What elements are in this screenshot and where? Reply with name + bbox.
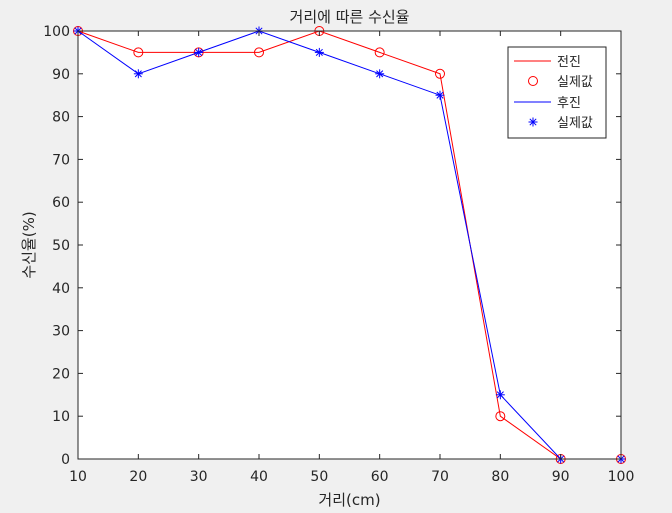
series-line-0	[77, 30, 621, 460]
legend-marker-forward	[528, 76, 538, 86]
x-tick-label: 90	[552, 469, 570, 485]
y-tick-label: 100	[43, 24, 70, 40]
legend: 전진 실제값 후진 실제값	[507, 46, 607, 139]
x-tick-label: 20	[129, 469, 147, 485]
y-tick-label: 30	[52, 324, 70, 340]
legend-marker-backward	[528, 117, 538, 127]
legend-star-shape	[528, 117, 538, 127]
y-tick-label: 70	[52, 152, 70, 168]
y-tick-label: 40	[52, 281, 70, 297]
chart-title: 거리에 따른 수신율	[290, 8, 410, 26]
x-tick-label: 60	[371, 469, 389, 485]
y-tick-label: 0	[61, 452, 70, 468]
x-tick-label: 50	[310, 469, 328, 485]
data-point-1	[314, 47, 324, 57]
x-tick-label: 40	[250, 469, 268, 485]
y-tick-label: 80	[52, 110, 70, 126]
legend-label-forward: 전진	[557, 55, 581, 70]
legend-box	[507, 46, 607, 139]
y-axis-ticks: 0 10 20 30 40 50 60 70 80 90 100	[43, 24, 621, 468]
series-line-1	[77, 30, 621, 460]
data-point-1	[495, 390, 505, 400]
data-point-0	[435, 68, 445, 79]
legend-label-backward: 후진	[557, 96, 581, 111]
x-axis-label: 거리(cm)	[318, 491, 380, 509]
y-tick-label: 20	[52, 366, 70, 382]
data-point-0	[495, 411, 506, 422]
data-point-0	[133, 47, 144, 58]
data-point-1	[133, 69, 143, 79]
data-point-1	[375, 69, 385, 79]
data-point-1	[194, 47, 204, 57]
x-tick-label: 10	[69, 469, 87, 485]
y-axis-label: 수신율(%)	[20, 211, 38, 278]
y-tick-label: 90	[52, 67, 70, 83]
x-axis-ticks: 10 20 30 40 50 60 70 80 90 100	[69, 31, 634, 485]
x-tick-label: 70	[431, 469, 449, 485]
x-tick-label: 100	[608, 469, 635, 485]
data-point-0	[254, 47, 264, 58]
x-tick-label: 80	[491, 469, 509, 485]
x-tick-label: 30	[190, 469, 208, 485]
y-tick-label: 10	[52, 409, 70, 425]
y-tick-label: 50	[52, 238, 70, 254]
data-point-1	[435, 90, 445, 100]
y-tick-label: 60	[52, 195, 70, 211]
data-point-0	[374, 47, 385, 58]
legend-label-forward-actual: 실제값	[557, 75, 593, 90]
legend-label-backward-actual: 실제값	[557, 116, 593, 131]
